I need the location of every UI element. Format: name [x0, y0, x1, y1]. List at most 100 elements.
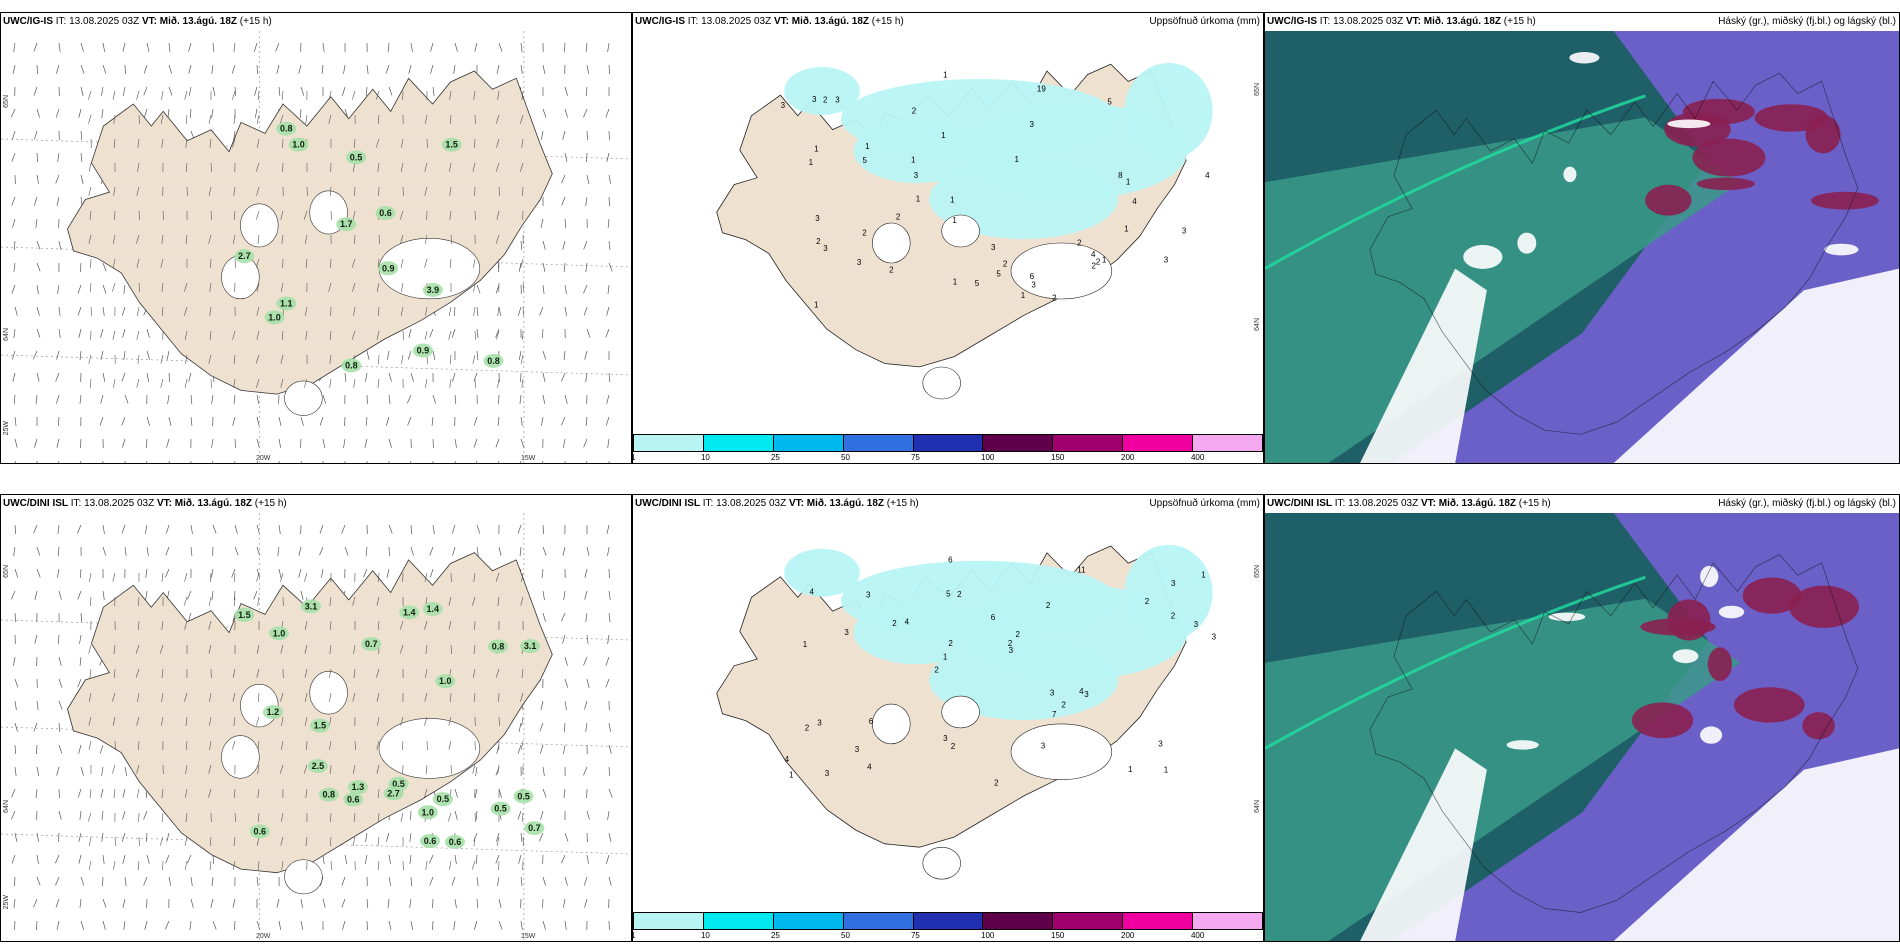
- wind-barb: [328, 668, 332, 678]
- colorbar-label: 100: [981, 453, 995, 462]
- wind-barb: [165, 854, 170, 864]
- wind-barb: [410, 920, 414, 930]
- wind-barb: [159, 644, 164, 654]
- wind-barb: [124, 546, 127, 556]
- colorbar: [633, 434, 1263, 452]
- wind-barb: [189, 108, 192, 118]
- wind-barb: [102, 306, 105, 316]
- wind-barb: [58, 656, 62, 666]
- precip-value: 2: [1092, 261, 1097, 270]
- glacier: [378, 718, 481, 779]
- precip-value: 1: [789, 770, 794, 779]
- colorbar-segment: [1053, 913, 1124, 929]
- colorbar-labels: 1 10 25 50 75 100 150 200 400: [633, 931, 1263, 941]
- wind-barb: [303, 378, 308, 388]
- wind-barb: [498, 716, 500, 727]
- precip-value: 1: [952, 216, 957, 225]
- wind-barb: [342, 920, 346, 930]
- wind-barb: [80, 130, 83, 140]
- wind-barb: [366, 460, 368, 463]
- wind-barb: [168, 876, 172, 886]
- wind-barb: [185, 764, 188, 774]
- lon-label: 20W: [256, 933, 271, 940]
- wind-barb: [136, 764, 140, 774]
- colorbar-segment: [634, 435, 704, 451]
- wind-barb: [539, 306, 544, 316]
- gust-value: 0.9: [382, 263, 395, 273]
- wind-barb: [377, 378, 380, 388]
- clear-patch: [1824, 243, 1859, 256]
- gust-area: [301, 599, 322, 614]
- wind-barb: [607, 438, 610, 448]
- wind-barb: [14, 678, 19, 688]
- precip-value: 1: [865, 142, 870, 151]
- wind-barb: [539, 722, 544, 732]
- wind-barb: [36, 64, 39, 75]
- wind-barb: [303, 764, 308, 774]
- wind-barb: [80, 152, 83, 162]
- colorbar-label: 25: [770, 453, 780, 462]
- wind-barb: [208, 234, 212, 244]
- wind-barb: [605, 656, 610, 666]
- model-name: UWC/DINI ISL: [1267, 498, 1332, 509]
- colorbar-segment: [843, 435, 914, 451]
- panel-wind-top: UWC/IG-IS IT: 13.08.2025 03Z VT: Mið. 13…: [0, 12, 632, 464]
- wind-barb: [586, 854, 589, 864]
- wind-barb: [410, 876, 412, 887]
- wind-barb: [102, 546, 107, 556]
- wind-barb: [497, 596, 500, 606]
- gust-area: [444, 834, 465, 849]
- wind-barb: [233, 572, 236, 582]
- wind-barb: [432, 86, 435, 96]
- wind-barb: [210, 378, 212, 389]
- wind-barb: [520, 596, 524, 606]
- wind-barb: [56, 350, 60, 360]
- wind-barb: [561, 612, 566, 622]
- colorbar-label: 25: [770, 931, 780, 940]
- lat-label: 65N: [3, 95, 10, 108]
- wind-barb: [122, 438, 126, 448]
- gust-value: 2.7: [238, 251, 251, 261]
- wind-barb: [13, 262, 16, 272]
- wind-barb: [352, 692, 356, 702]
- wind-barb: [90, 306, 92, 316]
- precip-value: 3: [1164, 255, 1169, 264]
- wind-barb: [211, 438, 214, 448]
- wind-barb: [14, 876, 16, 887]
- precip-area: [929, 159, 1119, 239]
- wind-barb: [408, 64, 412, 74]
- wind-barb: [321, 568, 324, 578]
- wind-barb: [541, 416, 544, 426]
- wind-barb: [258, 90, 260, 100]
- wind-barb: [542, 590, 545, 600]
- wind-barb: [55, 372, 60, 382]
- wind-barb: [425, 114, 428, 124]
- precip-value: 3: [835, 95, 840, 104]
- wind-barb: [190, 898, 194, 908]
- wind-barb: [607, 218, 610, 228]
- wind-barb: [520, 832, 523, 842]
- wind-barb: [209, 740, 212, 750]
- colorbar-label: 150: [1051, 453, 1065, 462]
- wind-barb: [188, 86, 192, 96]
- wind-barb: [364, 854, 368, 864]
- gust-value: 0.8: [492, 641, 505, 651]
- lead-time: (+15 h): [1503, 16, 1536, 27]
- wind-barb: [498, 186, 500, 197]
- wind-barb: [11, 284, 16, 294]
- wind-barb: [608, 590, 611, 600]
- valid-label: VT:: [141, 16, 157, 27]
- colorbar-label: 400: [1190, 931, 1205, 940]
- wind-barb: [448, 596, 452, 606]
- gust-area: [422, 602, 443, 617]
- wind-barb: [387, 42, 390, 52]
- wind-barb: [496, 138, 500, 148]
- wind-barb: [122, 86, 126, 96]
- colorbar-label: 200: [1121, 453, 1135, 462]
- precip-value: 3: [991, 243, 996, 252]
- wind-barb: [449, 258, 452, 268]
- gust-area: [432, 792, 453, 807]
- wind-barb: [13, 328, 16, 338]
- model-name: UWC/DINI ISL: [3, 498, 68, 509]
- wind-barb: [300, 920, 304, 930]
